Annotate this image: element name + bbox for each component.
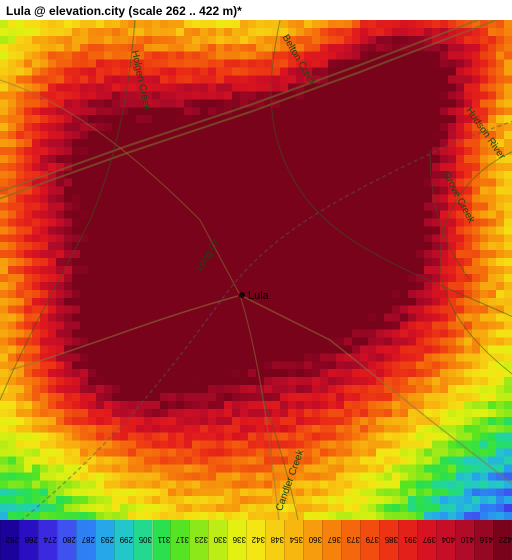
legend-cell: 287 — [76, 520, 95, 560]
legend-cell: 342 — [246, 520, 265, 560]
elevation-legend: 2622682742802872932993053113173233303363… — [0, 520, 512, 560]
legend-cell: 348 — [265, 520, 284, 560]
legend-cell: 360 — [303, 520, 322, 560]
legend-cell: 274 — [38, 520, 57, 560]
legend-cell: 373 — [341, 520, 360, 560]
legend-cell: 293 — [95, 520, 114, 560]
map-title: Lula @ elevation.city (scale 262 .. 422 … — [6, 4, 242, 18]
legend-cell: 416 — [474, 520, 493, 560]
legend-cell: 311 — [152, 520, 170, 560]
legend-cell: 262 — [0, 520, 19, 560]
legend-cell: 354 — [284, 520, 303, 560]
legend-cell: 299 — [114, 520, 133, 560]
legend-cell: 323 — [189, 520, 208, 560]
legend-cell: 317 — [170, 520, 189, 560]
legend-cell: 367 — [322, 520, 341, 560]
legend-cell: 330 — [208, 520, 227, 560]
legend-cell: 379 — [360, 520, 379, 560]
legend-cell: 268 — [19, 520, 38, 560]
legend-cell: 280 — [57, 520, 76, 560]
legend-cell: 305 — [133, 520, 152, 560]
legend-cell: 385 — [379, 520, 398, 560]
legend-cell: 397 — [417, 520, 436, 560]
city-label: Lula — [248, 290, 269, 302]
legend-cell: 422 — [493, 520, 512, 560]
legend-cell: 336 — [227, 520, 246, 560]
legend-cell: 410 — [455, 520, 474, 560]
elevation-heatmap — [0, 20, 512, 520]
legend-cell: 404 — [436, 520, 455, 560]
legend-cell: 391 — [398, 520, 417, 560]
